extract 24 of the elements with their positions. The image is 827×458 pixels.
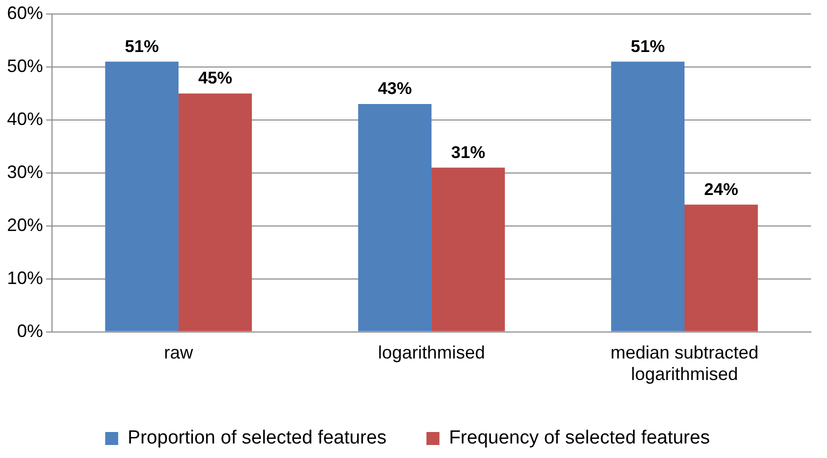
data-label: 31% <box>451 142 486 162</box>
data-label: 51% <box>124 36 159 56</box>
bar <box>432 168 505 332</box>
bar <box>105 62 179 332</box>
y-tick-label: 50% <box>6 56 44 76</box>
data-label: 24% <box>704 180 738 199</box>
bar <box>358 104 432 332</box>
data-label: 43% <box>378 79 412 98</box>
legend-label: Frequency of selected features <box>448 428 710 449</box>
bar <box>178 93 252 332</box>
x-tick-label: logarithmised <box>378 342 486 363</box>
data-label: 51% <box>630 36 665 56</box>
x-tick-label: raw <box>164 342 194 363</box>
x-tick-label: median subtracted logarithmised <box>610 342 759 384</box>
y-tick-label: 60% <box>6 2 44 23</box>
bar <box>611 62 685 332</box>
legend-label: Proportion of selected features <box>128 428 386 449</box>
y-tick-label: 10% <box>6 268 44 288</box>
bar <box>684 204 758 332</box>
y-tick-label: 40% <box>6 108 44 129</box>
y-tick-label: 0% <box>17 320 44 341</box>
y-tick-label: 20% <box>6 214 44 235</box>
data-label: 45% <box>198 68 232 88</box>
y-tick-label: 30% <box>6 162 44 182</box>
